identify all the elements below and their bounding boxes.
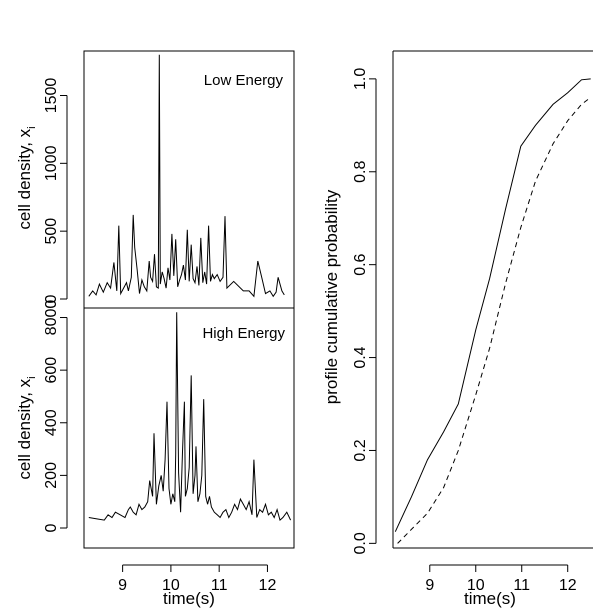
low-energy-label: Low Energy [204, 72, 284, 89]
cdf-xlabel: time(s) [464, 589, 516, 608]
left-panels-frame [83, 50, 295, 549]
cdf-ylabel: profile cumulative probability [322, 189, 341, 404]
high-x-tick-label: 12 [259, 577, 277, 594]
high-ylabel-text: cell density, x [15, 378, 34, 479]
cdf-y-tick-label: 0.2 [352, 439, 369, 461]
cdf-x-tick-label: 11 [513, 577, 530, 594]
high-y-tick-label: 8000 [43, 300, 60, 336]
cdf-y-tick-label: 0.0 [352, 532, 369, 554]
cdf-series-line-0 [394, 78, 591, 532]
cdf-x-tick-label: 12 [559, 577, 577, 594]
high-y-tick-label: 0 [43, 523, 60, 532]
cdf-y-tick-label: 0.8 [352, 161, 369, 183]
left-xlabel: time(s) [163, 589, 215, 608]
high-y-tick-label: 600 [43, 357, 60, 384]
high-y-tick-label: 200 [43, 462, 60, 489]
chart-marks: 0 500 1000 1500 0 200 400 600 8000 9 10 11 12 0.0 0.2 0… [43, 54, 592, 594]
low-ylabel-subscript: i [26, 126, 38, 128]
high-x-tick-label: 11 [211, 577, 228, 594]
low-y-tick-label: 500 [43, 218, 60, 245]
high-energy-label: High Energy [202, 325, 285, 342]
cdf-x-tick-label: 9 [425, 577, 434, 594]
cdf-y-tick-label: 0.6 [352, 253, 369, 275]
high-x-tick-label: 9 [118, 577, 127, 594]
cdf-x-tick-label: 10 [467, 577, 485, 594]
low-series-line-0 [88, 54, 285, 298]
low-y-tick-label: 1500 [43, 78, 60, 114]
cdf-y-tick-label: 1.0 [352, 68, 369, 90]
high-series-line-0 [88, 312, 292, 522]
high-x-tick-label: 10 [162, 577, 180, 594]
cdf-y-tick-label: 0.4 [352, 346, 369, 368]
cdf-series-line-1 [397, 97, 592, 544]
low-ylabel: cell density, xi [15, 126, 38, 229]
high-ylabel: cell density, xi [15, 376, 38, 479]
low-y-tick-label: 1000 [43, 145, 60, 181]
high-y-tick-label: 400 [43, 409, 60, 436]
low-y-tick-label: 0 [43, 294, 60, 303]
low-ylabel-text: cell density, x [15, 128, 34, 229]
high-ylabel-subscript: i [26, 376, 38, 378]
